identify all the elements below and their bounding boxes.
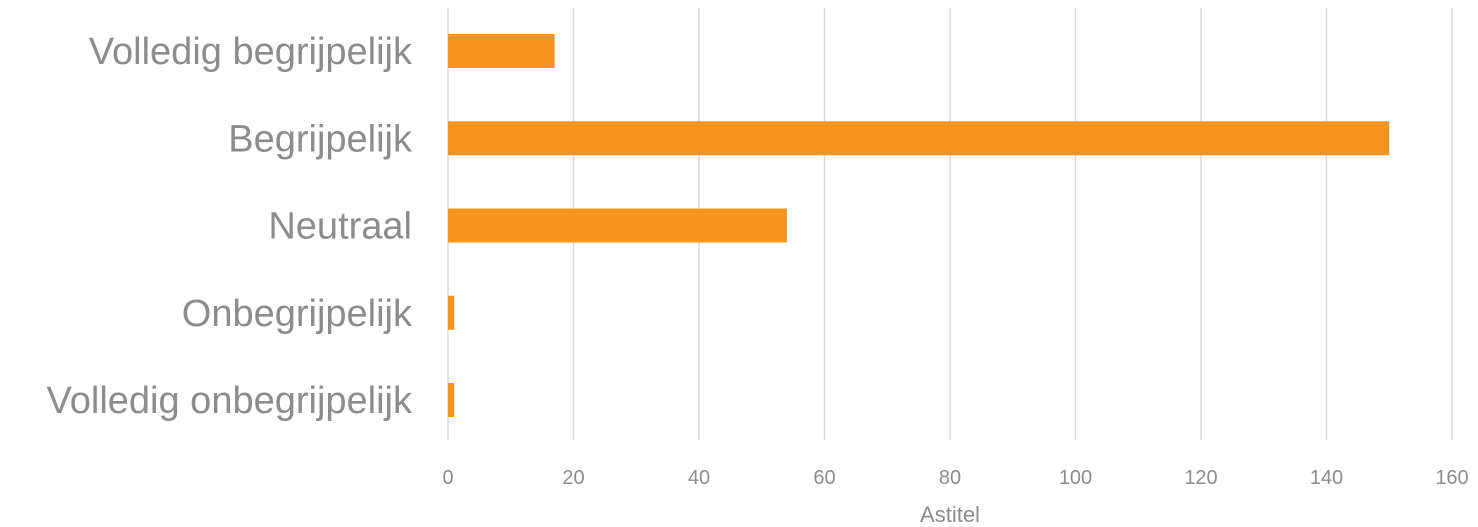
category-label: Volledig begrijpelijk	[89, 31, 413, 73]
x-tick-label: 100	[1059, 467, 1092, 489]
category-labels: Volledig begrijpelijk Begrijpelijk Neutraa…	[47, 31, 413, 422]
x-tick-label: 160	[1435, 467, 1468, 489]
x-tick-label: 20	[562, 467, 584, 489]
x-tick-label: 0	[442, 467, 453, 489]
bar	[448, 34, 555, 68]
gridlines	[447, 8, 1453, 440]
bar	[448, 383, 455, 417]
category-label: Neutraal	[268, 206, 412, 248]
x-tick-label: 120	[1184, 467, 1217, 489]
category-label: Begrijpelijk	[228, 118, 413, 160]
bar	[448, 121, 1390, 156]
bar	[448, 295, 455, 330]
category-label: Volledig onbegrijpelijk	[47, 380, 413, 422]
x-tick-label: 40	[688, 467, 710, 489]
category-label: Onbegrijpelijk	[182, 293, 413, 335]
bar	[448, 208, 787, 243]
bars	[448, 34, 1390, 417]
x-tick-labels: 0 20 40 60 80 100 120 140 160	[442, 467, 1468, 489]
x-tick-label: 60	[813, 467, 835, 489]
x-tick-label: 80	[939, 467, 961, 489]
x-axis-title: Astitel	[920, 502, 980, 527]
x-tick-label: 140	[1310, 467, 1343, 489]
